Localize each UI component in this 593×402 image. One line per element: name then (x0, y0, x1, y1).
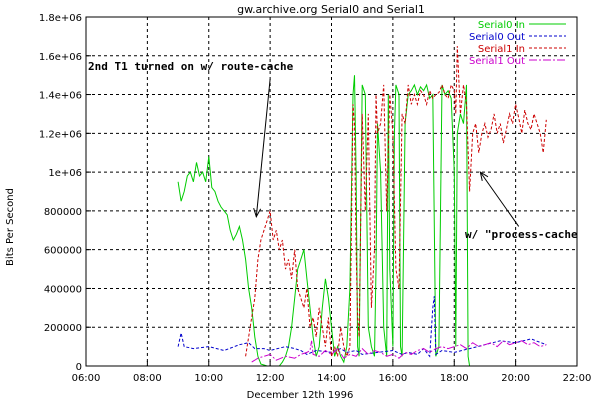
x-tick-label: 10:00 (194, 373, 223, 384)
chart-title: gw.archive.org Serial0 and Serial1 (237, 3, 425, 16)
series-line-serial0-in (177, 75, 471, 367)
x-tick-label: 18:00 (440, 373, 469, 384)
series-line-serial0-out (177, 296, 547, 358)
annotation-arrow-line (479, 171, 520, 227)
x-tick-label: 06:00 (72, 373, 101, 384)
x-tick-label: 08:00 (133, 373, 162, 384)
annotation-arrow-line (255, 78, 271, 217)
x-tick-label: 22:00 (563, 373, 592, 384)
x-tick-label: 14:00 (317, 373, 346, 384)
plot-frame (85, 16, 578, 367)
y-tick-label: 0 (76, 362, 82, 373)
annotation-process-cache: w/ "process-cache (465, 228, 578, 241)
legend-label: Serial0 Out (469, 32, 525, 43)
legend-label: Serial1 In (478, 44, 525, 55)
x-tick-label: 12:00 (256, 373, 285, 384)
x-tick-label: 16:00 (378, 373, 407, 384)
y-tick-label: 1.2e+06 (39, 129, 82, 140)
y-tick-label: 600000 (44, 246, 82, 257)
y-tick-label: 1e+06 (48, 168, 82, 179)
y-axis-title: Bits Per Second (5, 188, 16, 266)
legend-label: Serial1 Out (469, 56, 525, 67)
x-axis-title: December 12th 1996 (247, 390, 354, 401)
annotation-arrow-head (253, 207, 262, 218)
series-line-serial1-in (245, 46, 547, 358)
annotations: 2nd T1 turned on w/ route-cache w/ "proce… (88, 60, 578, 241)
legend-label: Serial0 In (478, 20, 525, 31)
annotation-arrow-head (479, 171, 489, 182)
annotation-route-cache: 2nd T1 turned on w/ route-cache (88, 60, 294, 73)
x-tick-label: 20:00 (501, 373, 530, 384)
y-tick-label: 1.8e+06 (39, 13, 82, 24)
y-tick-label: 1.6e+06 (39, 52, 82, 63)
series-group (177, 46, 547, 367)
y-tick-label: 800000 (44, 207, 82, 218)
ticks-group: 06:00 08:00 10:00 12:00 14:00 16:00 18:00 20:00… (39, 13, 592, 384)
y-tick-label: 1.4e+06 (39, 91, 82, 102)
y-tick-label: 200000 (44, 323, 82, 334)
y-tick-label: 400000 (44, 284, 82, 295)
series-line-serial1-out (251, 340, 547, 363)
